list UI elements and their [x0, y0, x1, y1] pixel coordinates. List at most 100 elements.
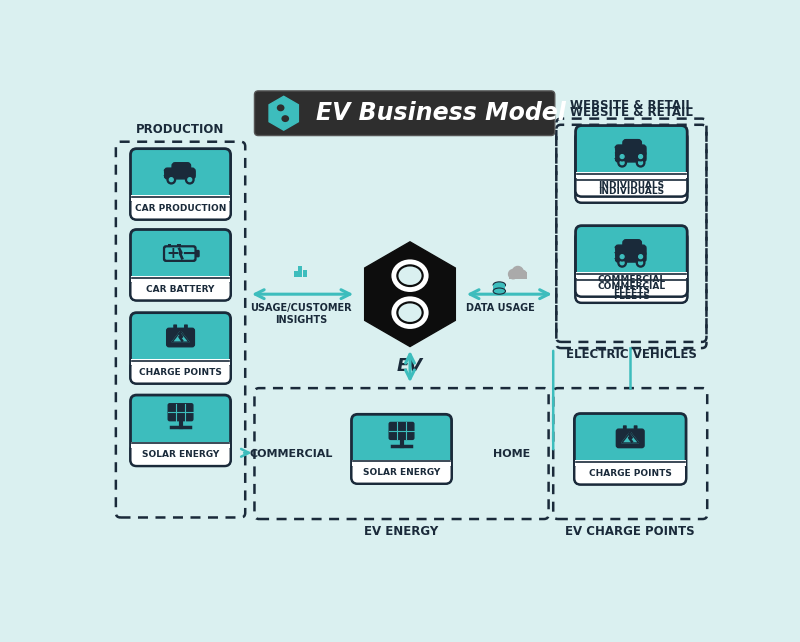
FancyBboxPatch shape: [168, 243, 171, 247]
Circle shape: [636, 152, 645, 160]
FancyBboxPatch shape: [575, 232, 687, 302]
Circle shape: [518, 270, 526, 278]
Text: EV: EV: [397, 358, 423, 376]
Text: +: +: [166, 246, 179, 261]
FancyBboxPatch shape: [130, 197, 230, 220]
FancyBboxPatch shape: [184, 324, 188, 328]
FancyBboxPatch shape: [509, 272, 527, 279]
FancyBboxPatch shape: [131, 442, 230, 448]
FancyBboxPatch shape: [576, 279, 687, 284]
Circle shape: [618, 259, 626, 267]
Text: WEBSITE & RETAIL: WEBSITE & RETAIL: [570, 100, 693, 112]
Circle shape: [638, 261, 642, 265]
Circle shape: [170, 178, 174, 182]
FancyBboxPatch shape: [164, 168, 195, 179]
FancyBboxPatch shape: [615, 145, 646, 156]
Circle shape: [638, 255, 642, 259]
Circle shape: [636, 252, 645, 261]
Text: COMMERCIAL
FLEETS: COMMERCIAL FLEETS: [598, 275, 666, 295]
FancyBboxPatch shape: [130, 443, 230, 466]
FancyBboxPatch shape: [131, 360, 230, 365]
FancyBboxPatch shape: [254, 91, 554, 135]
Polygon shape: [622, 432, 638, 443]
Circle shape: [186, 175, 194, 184]
FancyBboxPatch shape: [196, 250, 199, 257]
FancyBboxPatch shape: [575, 126, 687, 196]
FancyBboxPatch shape: [574, 462, 686, 484]
Circle shape: [620, 261, 624, 265]
Circle shape: [618, 252, 626, 261]
Circle shape: [638, 155, 642, 159]
FancyBboxPatch shape: [623, 139, 642, 148]
FancyBboxPatch shape: [130, 149, 230, 220]
FancyBboxPatch shape: [298, 266, 302, 277]
Text: −: −: [181, 245, 196, 263]
Text: CAR BATTERY: CAR BATTERY: [146, 284, 214, 293]
Text: INDIVIDUALS: INDIVIDUALS: [598, 180, 665, 189]
FancyBboxPatch shape: [174, 324, 177, 328]
FancyBboxPatch shape: [493, 285, 506, 291]
Ellipse shape: [282, 115, 289, 122]
FancyBboxPatch shape: [303, 270, 307, 277]
FancyBboxPatch shape: [574, 460, 686, 466]
Circle shape: [618, 152, 626, 160]
Ellipse shape: [493, 282, 506, 288]
FancyBboxPatch shape: [178, 243, 181, 247]
FancyBboxPatch shape: [576, 272, 687, 279]
Text: SOLAR ENERGY: SOLAR ENERGY: [142, 450, 219, 459]
FancyBboxPatch shape: [576, 172, 687, 178]
FancyBboxPatch shape: [575, 180, 687, 202]
Ellipse shape: [398, 304, 422, 322]
FancyBboxPatch shape: [390, 422, 414, 439]
FancyBboxPatch shape: [130, 313, 230, 383]
FancyBboxPatch shape: [615, 251, 646, 262]
Polygon shape: [269, 96, 298, 130]
Text: CHARGE POINTS: CHARGE POINTS: [139, 368, 222, 377]
Circle shape: [620, 255, 624, 259]
FancyBboxPatch shape: [575, 174, 687, 196]
FancyBboxPatch shape: [615, 245, 646, 256]
Text: INDIVIDUALS: INDIVIDUALS: [598, 187, 665, 196]
Circle shape: [513, 266, 523, 277]
Ellipse shape: [493, 288, 506, 294]
FancyBboxPatch shape: [130, 361, 230, 383]
Text: SOLAR ENERGY: SOLAR ENERGY: [363, 468, 440, 477]
Text: EV CHARGE POINTS: EV CHARGE POINTS: [566, 525, 695, 538]
Circle shape: [167, 175, 175, 184]
Polygon shape: [172, 331, 189, 342]
FancyBboxPatch shape: [623, 246, 642, 254]
FancyBboxPatch shape: [615, 151, 646, 162]
FancyBboxPatch shape: [634, 425, 638, 429]
Circle shape: [636, 259, 645, 267]
Text: WEBSITE & RETAIL: WEBSITE & RETAIL: [570, 106, 693, 119]
Circle shape: [188, 178, 192, 182]
Circle shape: [636, 159, 645, 167]
FancyBboxPatch shape: [294, 271, 298, 277]
FancyBboxPatch shape: [623, 146, 642, 154]
FancyBboxPatch shape: [576, 178, 687, 184]
Polygon shape: [365, 242, 455, 347]
FancyBboxPatch shape: [623, 425, 626, 429]
FancyBboxPatch shape: [575, 225, 687, 297]
Text: EV Business Model: EV Business Model: [316, 101, 566, 125]
FancyBboxPatch shape: [351, 462, 451, 483]
FancyBboxPatch shape: [131, 195, 230, 202]
Text: COMMERCIAL: COMMERCIAL: [250, 449, 333, 458]
Ellipse shape: [277, 105, 285, 111]
Text: EV ENERGY: EV ENERGY: [365, 525, 438, 538]
FancyBboxPatch shape: [163, 246, 196, 261]
FancyBboxPatch shape: [575, 132, 687, 202]
Text: CHARGE POINTS: CHARGE POINTS: [589, 469, 672, 478]
Text: COMMERCIAL
FLEETS: COMMERCIAL FLEETS: [598, 282, 666, 301]
Circle shape: [620, 160, 624, 164]
FancyBboxPatch shape: [172, 162, 190, 171]
FancyBboxPatch shape: [130, 395, 230, 466]
FancyBboxPatch shape: [131, 276, 230, 282]
FancyBboxPatch shape: [166, 328, 194, 347]
Circle shape: [509, 270, 518, 279]
FancyBboxPatch shape: [575, 280, 687, 302]
FancyBboxPatch shape: [130, 229, 230, 300]
FancyBboxPatch shape: [616, 429, 644, 447]
Text: PRODUCTION: PRODUCTION: [136, 123, 225, 135]
Ellipse shape: [394, 299, 426, 327]
